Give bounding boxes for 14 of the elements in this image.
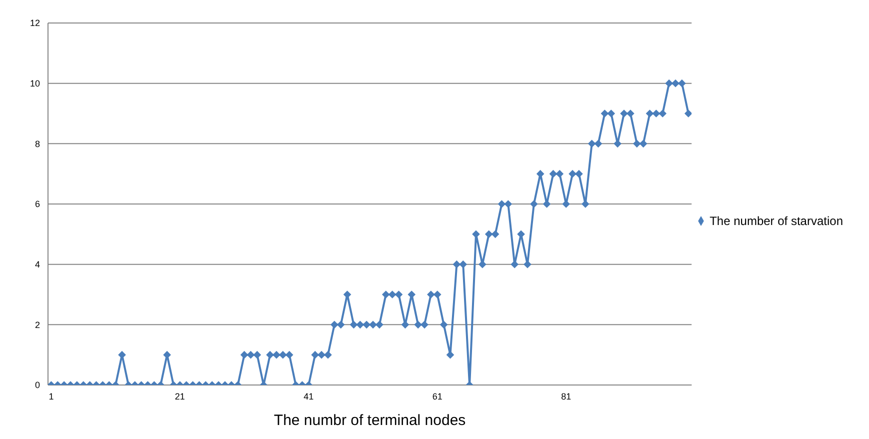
y-tick-label: 2 <box>34 320 40 330</box>
x-axis-title: The numbr of terminal nodes <box>274 412 466 429</box>
x-tick-label: 81 <box>561 391 572 402</box>
y-tick-label: 6 <box>34 199 40 210</box>
y-tick-label: 10 <box>30 78 40 89</box>
y-tick-label: 12 <box>30 18 40 28</box>
y-tick-label: 0 <box>34 380 40 390</box>
x-tick-label: 1 <box>48 391 54 402</box>
x-tick-label: 41 <box>304 391 314 402</box>
x-tick-label: 21 <box>174 391 185 402</box>
y-tick-label: 4 <box>34 260 40 270</box>
x-tick-label: 61 <box>432 391 442 402</box>
legend-label: The number of starvation <box>710 214 843 228</box>
y-tick-label: 8 <box>34 138 40 149</box>
